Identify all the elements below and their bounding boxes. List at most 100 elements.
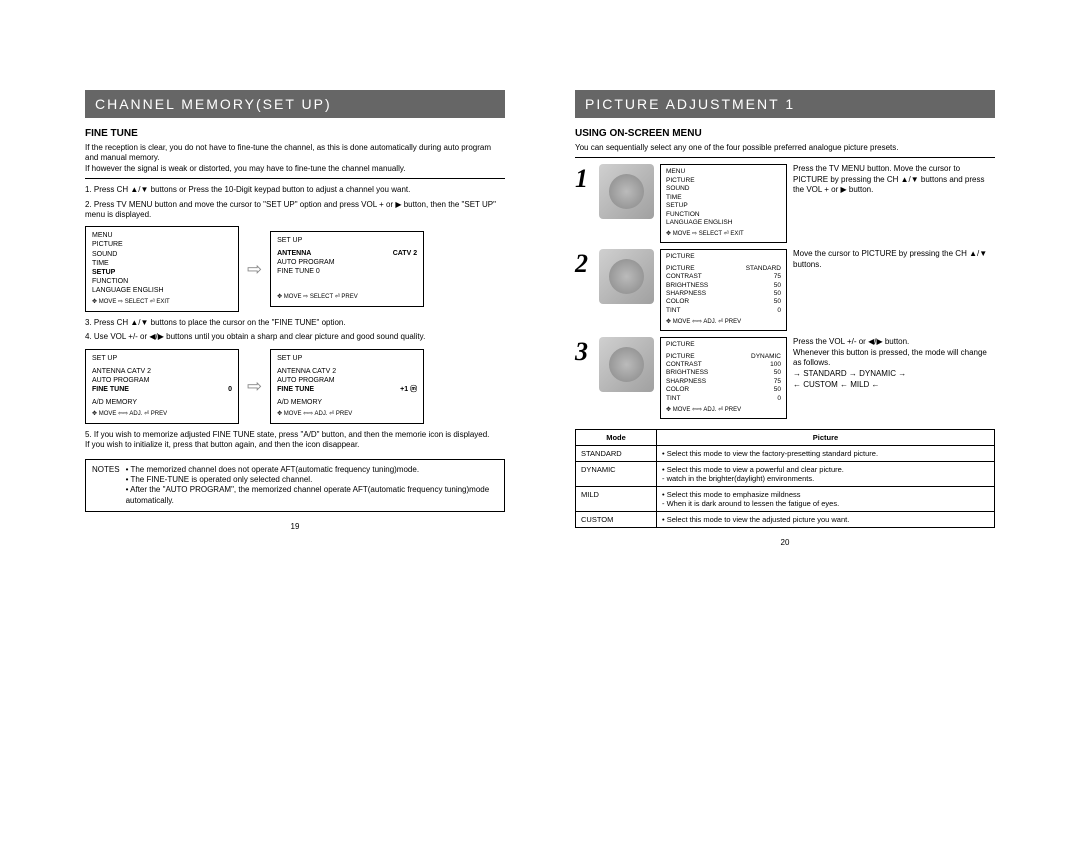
s3m-row: CONTRAST100: [666, 361, 781, 369]
step-number-1: 1: [575, 164, 593, 194]
s1m-head: MENU: [666, 168, 781, 176]
notes-label: NOTES: [92, 465, 120, 507]
step-number-3: 3: [575, 337, 593, 367]
menu-a-item: LANGUAGE ENGLISH: [92, 286, 232, 295]
menu-b-item: AUTO PROGRAM: [277, 258, 417, 267]
s2m-row: CONTRAST75: [666, 273, 781, 281]
th-picture: Picture: [657, 429, 995, 445]
s2m-row: TINT0: [666, 307, 781, 315]
menu-box-b: SET UP ANTENNACATV 2 AUTO PROGRAM FINE T…: [270, 231, 424, 307]
td-mode: MILD: [576, 486, 657, 511]
remote-icon: [599, 164, 654, 219]
menu-d-head: SET UP: [277, 354, 417, 363]
step1-desc: Press the TV MENU button. Move the curso…: [793, 164, 995, 195]
step3-desc: Press the VOL +/- or ◀/▶ button. Wheneve…: [793, 337, 995, 391]
step1-menu: MENU PICTURE SOUND TIME SETUP FUNCTION L…: [660, 164, 787, 243]
left-step5: 5. If you wish to memorize adjusted FINE…: [85, 430, 505, 451]
right-page-number: 20: [575, 538, 995, 547]
s1m-item: FUNCTION: [666, 211, 781, 219]
td-mode: STANDARD: [576, 445, 657, 461]
left-section-heading: FINE TUNE: [85, 128, 505, 139]
menu-a-item: FUNCTION: [92, 277, 232, 286]
menu-b-foot: ✥ MOVE ⇨ SELECT ⏎ PREV: [277, 294, 417, 302]
s3m-row: TINT0: [666, 395, 781, 403]
menu-b-row1: ANTENNACATV 2: [277, 249, 417, 258]
menu-a-bold: SETUP: [92, 268, 232, 277]
step-row-1: 1 MENU PICTURE SOUND TIME SETUP FUNCTION…: [575, 164, 995, 243]
mode-table: Mode Picture STANDARD• Select this mode …: [575, 429, 995, 528]
td-mode: CUSTOM: [576, 511, 657, 527]
arrow-right-icon: ⇨: [247, 376, 262, 397]
menu-d-item: ANTENNA CATV 2: [277, 367, 417, 376]
left-page-number: 19: [85, 522, 505, 531]
s3m-bold: PICTUREDYNAMIC: [666, 353, 781, 361]
right-intro: You can sequentially select any one of t…: [575, 143, 995, 158]
mode-flow-2: ← CUSTOM ← MILD ←: [793, 379, 995, 390]
table-row: MILD• Select this mode to emphasize mild…: [576, 486, 995, 511]
s1m-item: SOUND: [666, 185, 781, 193]
menu-d-item: AUTO PROGRAM: [277, 376, 417, 385]
s3m-head: PICTURE: [666, 341, 781, 349]
s2m-head: PICTURE: [666, 253, 781, 261]
menu-d-bold: FINE TUNE+1 ⓜ: [277, 385, 417, 394]
s2m-row: SHARPNESS50: [666, 290, 781, 298]
menu-d-item: A/D MEMORY: [277, 398, 417, 407]
mode-flow-1: → STANDARD → DYNAMIC →: [793, 368, 995, 379]
menu-b-item: FINE TUNE 0: [277, 267, 417, 276]
menu-box-d: SET UP ANTENNA CATV 2 AUTO PROGRAM FINE …: [270, 349, 424, 424]
menu-a-foot: ✥ MOVE ⇨ SELECT ⏎ EXIT: [92, 299, 232, 307]
s2m-row: BRIGHTNESS50: [666, 282, 781, 290]
menu-d-foot: ✥ MOVE ⇦⇨ ADJ. ⏎ PREV: [277, 411, 417, 419]
menu-a-item: TIME: [92, 259, 232, 268]
s1m-item: LANGUAGE ENGLISH: [666, 219, 781, 227]
left-title: CHANNEL MEMORY(SET UP): [85, 90, 505, 118]
remote-icon: [599, 249, 654, 304]
td-desc: • Select this mode to emphasize mildness…: [657, 486, 995, 511]
step-number-2: 2: [575, 249, 593, 279]
left-step4: 4. Use VOL +/- or ◀/▶ buttons until you …: [85, 332, 505, 342]
menu-a-item: PICTURE: [92, 240, 232, 249]
s2m-row: COLOR50: [666, 298, 781, 306]
right-page: PICTURE ADJUSTMENT 1 USING ON-SCREEN MEN…: [575, 90, 995, 547]
table-header-row: Mode Picture: [576, 429, 995, 445]
td-desc: • Select this mode to view a powerful an…: [657, 461, 995, 486]
notes-body: • The memorized channel does not operate…: [126, 465, 498, 507]
menu-c-item: AUTO PROGRAM: [92, 376, 232, 385]
s1m-item: TIME: [666, 194, 781, 202]
right-title: PICTURE ADJUSTMENT 1: [575, 90, 995, 118]
s3m-foot: ✥ MOVE ⇦⇨ ADJ. ⏎ PREV: [666, 407, 781, 415]
step3-menu: PICTURE PICTUREDYNAMIC CONTRAST100 BRIGH…: [660, 337, 787, 419]
left-intro: If the reception is clear, you do not ha…: [85, 143, 505, 179]
s1m-bold: SETUP: [666, 202, 781, 210]
left-step2: 2. Press TV MENU button and move the cur…: [85, 200, 505, 221]
table-row: DYNAMIC• Select this mode to view a powe…: [576, 461, 995, 486]
menu-box-c: SET UP ANTENNA CATV 2 AUTO PROGRAM FINE …: [85, 349, 239, 424]
s1m-item: PICTURE: [666, 177, 781, 185]
remote-icon: [599, 337, 654, 392]
td-desc: • Select this mode to view the factory-p…: [657, 445, 995, 461]
menu-a-head: MENU: [92, 231, 232, 240]
menu-box-a: MENU PICTURE SOUND TIME SETUP FUNCTION L…: [85, 226, 239, 311]
left-step3: 3. Press CH ▲/▼ buttons to place the cur…: [85, 318, 505, 328]
notes-box: NOTES • The memorized channel does not o…: [85, 459, 505, 513]
right-section-heading: USING ON-SCREEN MENU: [575, 128, 995, 139]
step-row-3: 3 PICTURE PICTUREDYNAMIC CONTRAST100 BRI…: [575, 337, 995, 419]
menu-c-item: ANTENNA CATV 2: [92, 367, 232, 376]
menu-c-head: SET UP: [92, 354, 232, 363]
menu-pair-2: SET UP ANTENNA CATV 2 AUTO PROGRAM FINE …: [85, 349, 505, 424]
table-row: STANDARD• Select this mode to view the f…: [576, 445, 995, 461]
menu-c-bold: FINE TUNE0: [92, 385, 232, 394]
menu-pair-1: MENU PICTURE SOUND TIME SETUP FUNCTION L…: [85, 226, 505, 311]
table-row: CUSTOM• Select this mode to view the adj…: [576, 511, 995, 527]
left-step1: 1. Press CH ▲/▼ buttons or Press the 10-…: [85, 185, 505, 195]
s2m-foot: ✥ MOVE ⇦⇨ ADJ. ⏎ PREV: [666, 319, 781, 327]
s1m-foot: ✥ MOVE ⇨ SELECT ⏎ EXIT: [666, 231, 781, 239]
s2m-bold: PICTURESTANDARD: [666, 265, 781, 273]
step-row-2: 2 PICTURE PICTURESTANDARD CONTRAST75 BRI…: [575, 249, 995, 331]
td-desc: • Select this mode to view the adjusted …: [657, 511, 995, 527]
arrow-right-icon: ⇨: [247, 259, 262, 280]
step2-desc: Move the cursor to PICTURE by pressing t…: [793, 249, 995, 270]
s3m-row: COLOR50: [666, 386, 781, 394]
th-mode: Mode: [576, 429, 657, 445]
left-page: CHANNEL MEMORY(SET UP) FINE TUNE If the …: [85, 90, 505, 547]
